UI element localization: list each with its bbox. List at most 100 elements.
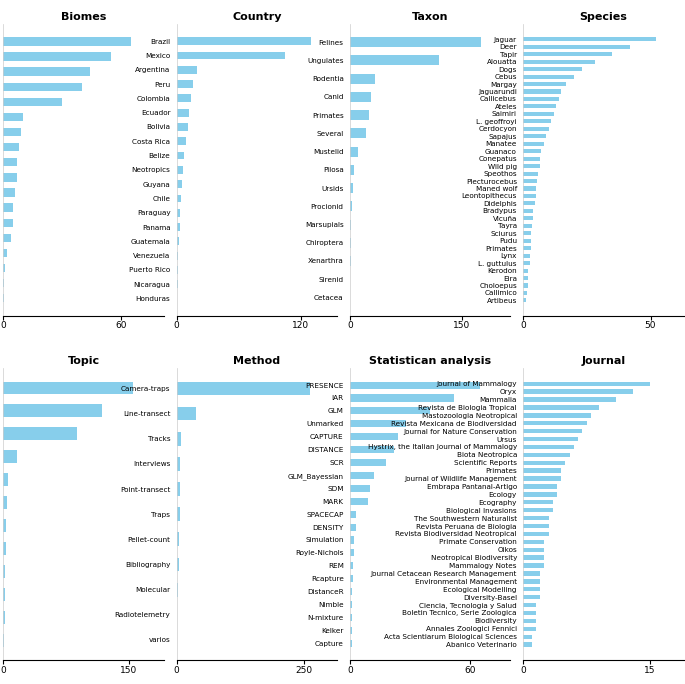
Bar	[523, 429, 582, 434]
Bar	[3, 382, 133, 394]
Bar	[350, 614, 352, 621]
Bar	[523, 105, 556, 109]
Bar	[3, 519, 6, 532]
Bar	[523, 555, 545, 560]
Bar	[350, 472, 374, 479]
Bar	[523, 67, 582, 71]
Bar	[177, 66, 197, 74]
Bar	[350, 395, 454, 402]
Bar	[523, 75, 574, 79]
Bar	[523, 298, 526, 302]
Bar	[523, 283, 528, 287]
Bar	[350, 238, 351, 248]
Bar	[523, 564, 545, 568]
Bar	[3, 158, 17, 166]
Bar	[523, 477, 561, 481]
Bar	[523, 508, 553, 512]
Bar	[350, 183, 353, 193]
Bar	[523, 571, 540, 576]
Bar	[523, 516, 549, 521]
Bar	[3, 143, 19, 151]
Bar	[350, 256, 351, 266]
Bar	[523, 460, 565, 465]
Bar	[350, 627, 351, 634]
Bar	[177, 557, 179, 571]
Bar	[177, 223, 179, 231]
Bar	[523, 276, 528, 280]
Bar	[3, 565, 5, 578]
Bar	[523, 172, 538, 176]
Bar	[523, 611, 536, 615]
Bar	[523, 291, 527, 295]
Bar	[3, 128, 21, 136]
Bar	[523, 194, 536, 198]
Title: Method: Method	[234, 356, 280, 366]
Bar	[523, 179, 537, 183]
Bar	[3, 249, 8, 257]
Bar	[523, 531, 549, 536]
Bar	[177, 51, 286, 60]
Bar	[177, 194, 181, 202]
Bar	[523, 445, 574, 449]
Bar	[523, 484, 557, 488]
Bar	[350, 92, 371, 102]
Title: Species: Species	[580, 12, 627, 22]
Bar	[3, 588, 5, 601]
Bar	[523, 524, 549, 528]
Bar	[350, 74, 375, 83]
Bar	[523, 82, 566, 86]
Bar	[523, 37, 656, 41]
Bar	[177, 482, 179, 496]
Bar	[523, 405, 599, 410]
Bar	[523, 119, 551, 123]
Bar	[523, 627, 536, 631]
Bar	[523, 540, 545, 544]
Bar	[350, 485, 370, 492]
Bar	[3, 634, 4, 647]
Bar	[523, 269, 528, 273]
Bar	[523, 619, 536, 623]
Bar	[177, 166, 183, 174]
Bar	[350, 511, 356, 518]
Bar	[350, 146, 358, 157]
Bar	[523, 382, 650, 386]
Bar	[523, 127, 549, 131]
Bar	[523, 231, 531, 235]
Title: Taxon: Taxon	[412, 12, 449, 22]
Bar	[350, 165, 353, 175]
Bar	[177, 432, 181, 446]
Title: Topic: Topic	[68, 356, 100, 366]
Bar	[3, 113, 23, 121]
Bar	[523, 437, 578, 441]
Bar	[523, 261, 530, 265]
Bar	[177, 407, 196, 421]
Bar	[177, 382, 310, 395]
Bar	[523, 134, 546, 138]
Bar	[523, 603, 536, 607]
Bar	[523, 157, 540, 161]
Title: Journal: Journal	[582, 356, 625, 366]
Bar	[3, 234, 11, 242]
Bar	[523, 111, 553, 116]
Bar	[350, 588, 352, 595]
Bar	[523, 421, 586, 425]
Bar	[350, 433, 398, 440]
Bar	[3, 542, 5, 555]
Bar	[3, 203, 13, 212]
Bar	[3, 404, 102, 417]
Bar	[523, 397, 616, 402]
Title: Biomes: Biomes	[61, 12, 106, 22]
Bar	[350, 640, 351, 647]
Bar	[350, 382, 480, 389]
Bar	[350, 220, 351, 230]
Bar	[177, 209, 180, 217]
Bar	[3, 428, 77, 440]
Bar	[523, 209, 534, 213]
Bar	[523, 635, 532, 639]
Bar	[350, 536, 354, 544]
Bar	[350, 459, 386, 466]
Bar	[177, 180, 182, 188]
Bar	[3, 219, 13, 227]
Bar	[523, 187, 536, 191]
Bar	[523, 224, 532, 228]
